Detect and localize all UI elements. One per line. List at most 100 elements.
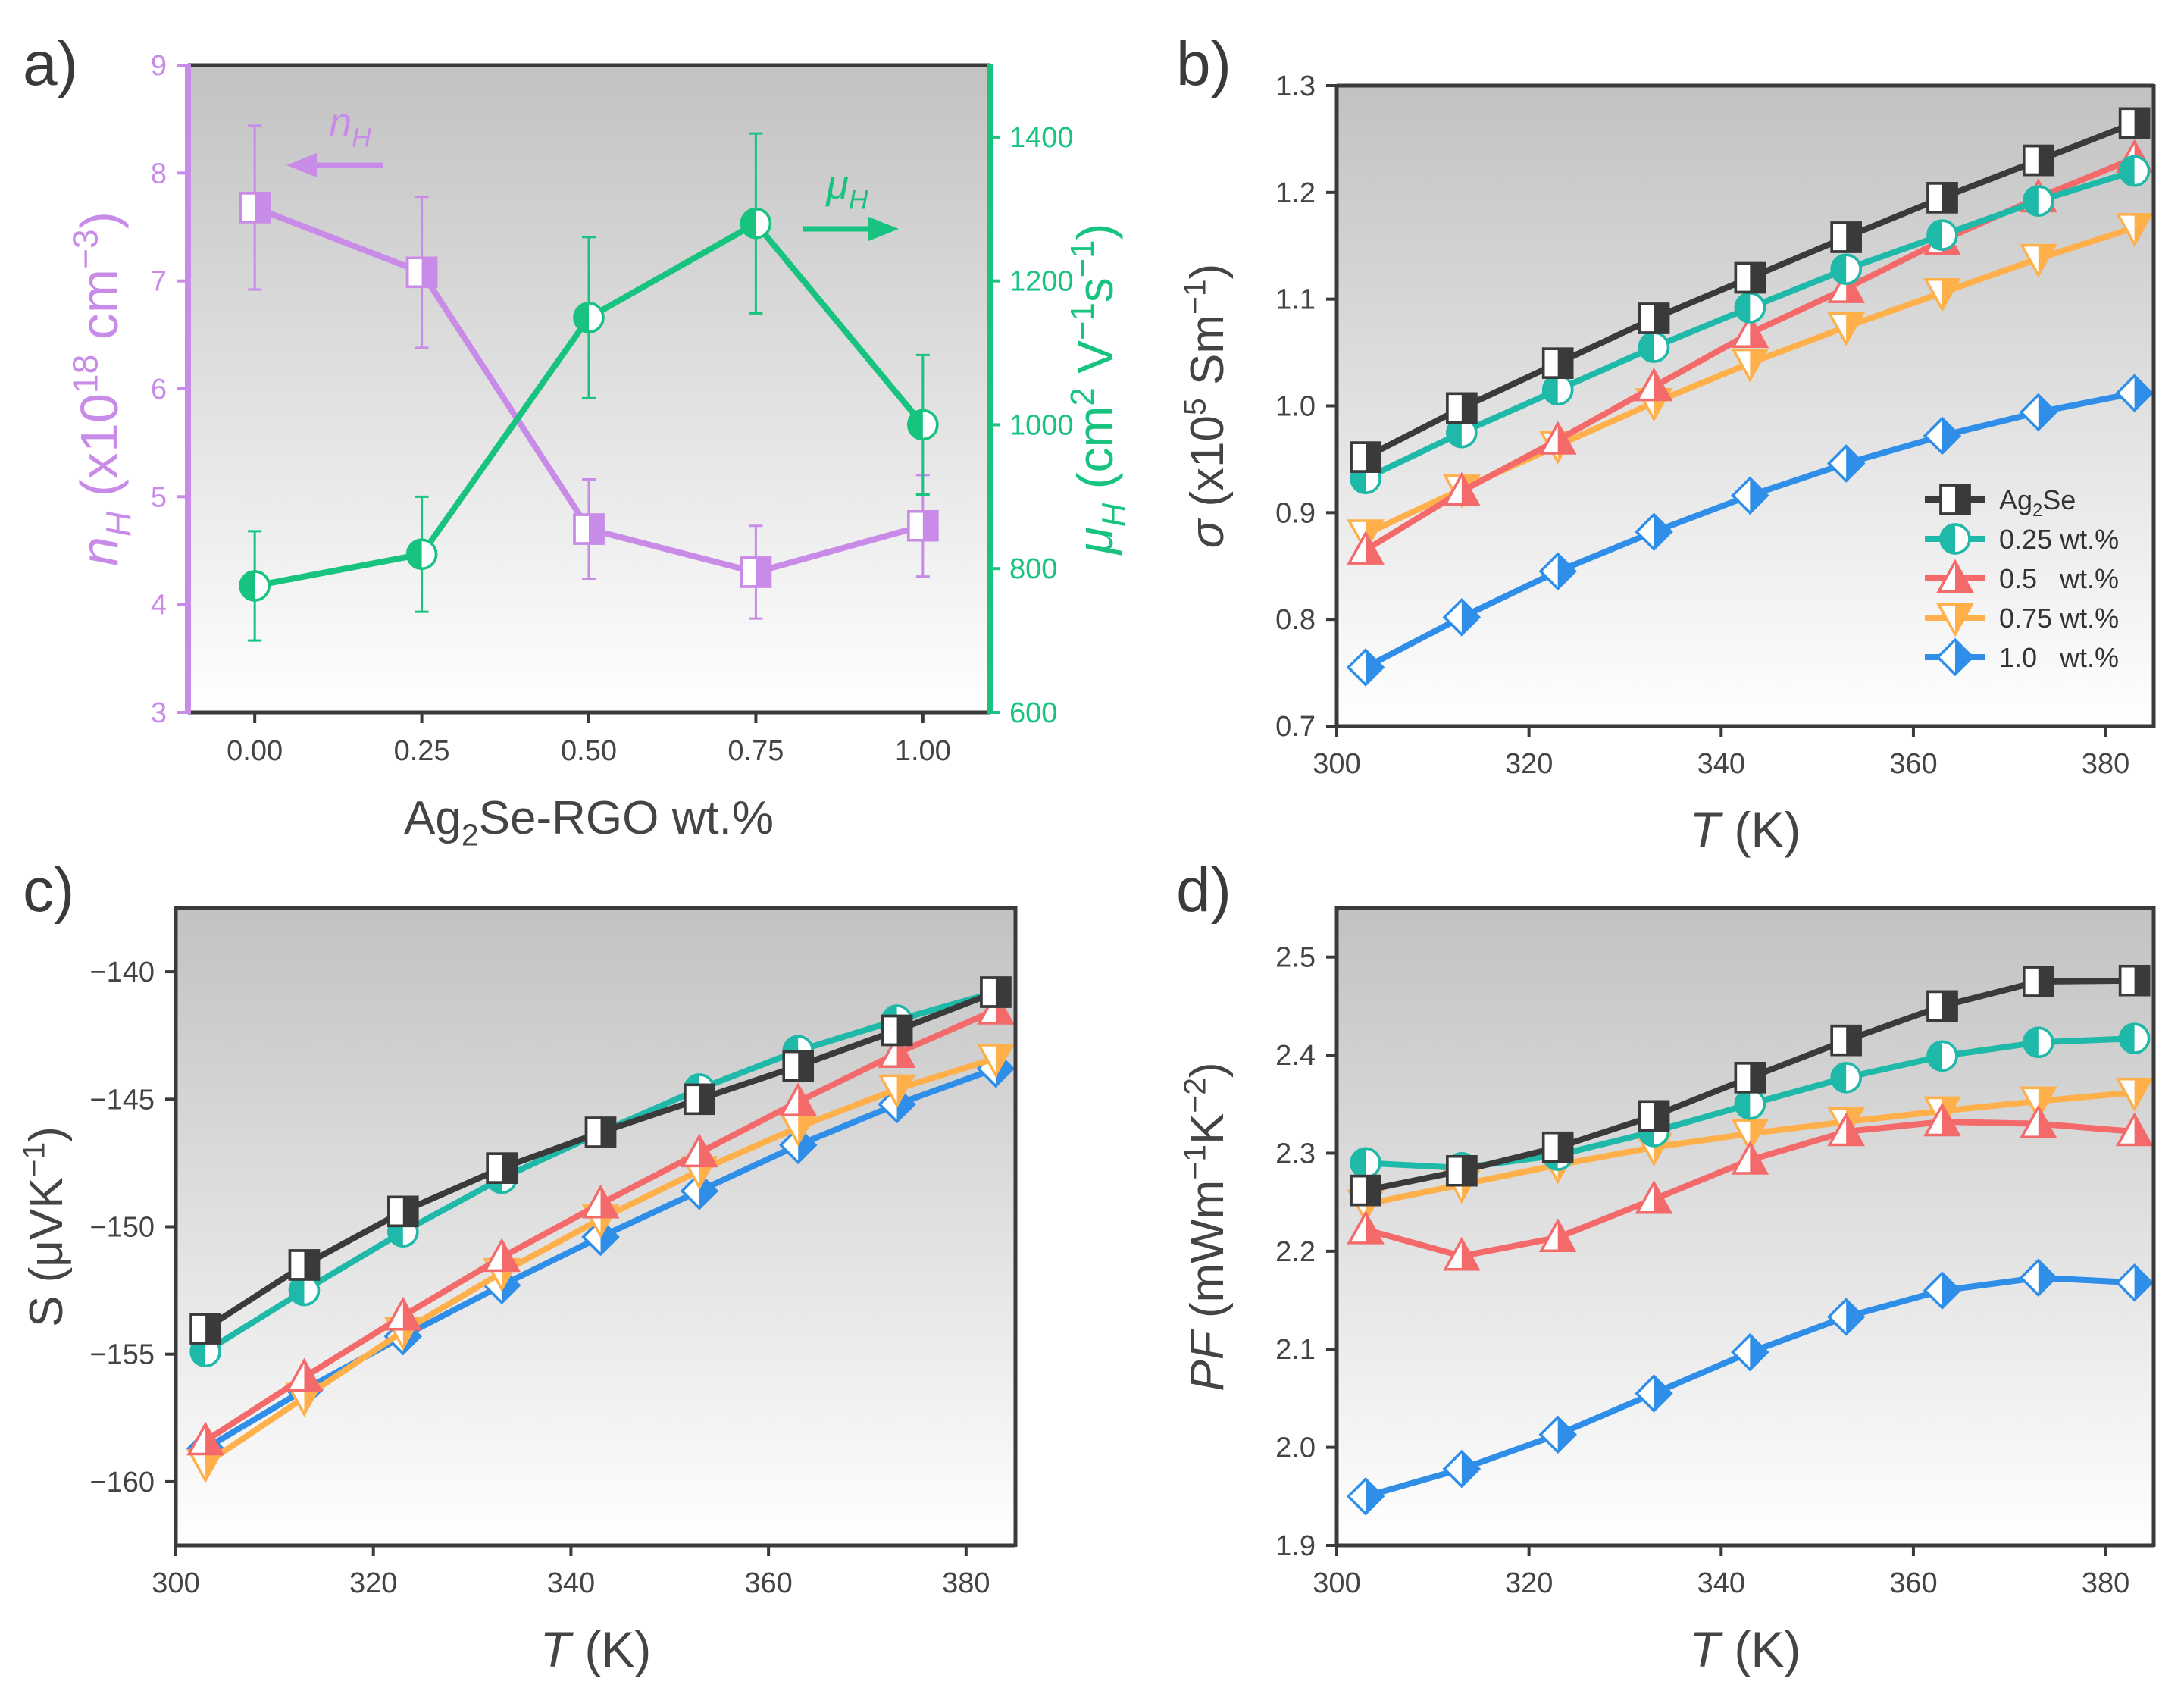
marker-border	[1443, 1236, 1481, 1271]
marker-border	[1635, 367, 1673, 402]
y-left-tick-label: 4	[151, 590, 167, 622]
marker-fill	[1557, 349, 1572, 378]
marker-border	[288, 1249, 321, 1281]
marker-border	[2019, 1104, 2057, 1138]
marker-fill	[1846, 1299, 1863, 1335]
marker-border	[980, 976, 1012, 1008]
y-right-tick-label: 600	[1009, 697, 1057, 729]
marker-border	[1926, 1040, 1958, 1072]
data-point	[977, 1044, 1015, 1078]
data-point	[881, 1014, 913, 1047]
marker-fill	[1942, 1273, 1960, 1308]
y-left-tick-label: 3	[151, 697, 167, 729]
y-right-tick-label: 1400	[1009, 122, 1074, 154]
marker-border	[1541, 347, 1574, 379]
y-right-axis-label-part: −1	[1065, 240, 1101, 278]
marker-border	[1446, 392, 1478, 424]
y-axis-label-part: )	[1181, 264, 1234, 280]
y-tick-label: 0.8	[1275, 604, 1316, 636]
marker-fill	[2120, 1024, 2135, 1054]
y-tick-label: 0.9	[1275, 497, 1316, 529]
y-tick-label: 1.0	[1275, 391, 1316, 423]
y-tick-label: 1.2	[1275, 177, 1316, 209]
marker-border	[740, 556, 772, 588]
marker-border	[405, 256, 438, 289]
annotation-nH-part: n	[329, 100, 352, 146]
y-axis-label-part: σ	[1181, 518, 1234, 548]
marker-border	[239, 570, 271, 602]
marker-border	[779, 1082, 818, 1116]
data-point	[1442, 1449, 1482, 1489]
y-axis-label-part: −2	[1177, 1078, 1212, 1113]
data-point	[680, 1172, 719, 1210]
y-tick-label: 2.5	[1275, 942, 1316, 974]
marker-fill	[502, 1154, 517, 1183]
marker-fill	[240, 571, 255, 600]
data-point	[1826, 1298, 1866, 1336]
marker-fill	[2134, 375, 2152, 411]
marker-fill	[574, 303, 590, 333]
data-point	[1538, 421, 1577, 455]
data-point	[2115, 1078, 2154, 1112]
marker-border	[1538, 421, 1577, 455]
data-point	[1734, 1088, 1766, 1120]
y-tick-label: −150	[89, 1212, 155, 1244]
marker-fill	[2038, 395, 2056, 430]
marker-border	[1935, 637, 1975, 677]
x-axis-label: T (K)	[1690, 802, 1801, 858]
marker-border	[1731, 314, 1769, 348]
marker-fill	[1928, 1041, 1942, 1071]
x-tick-label: 320	[1505, 1567, 1553, 1599]
marker-fill	[1366, 443, 1381, 472]
data-point	[2115, 1263, 2154, 1302]
marker-fill	[1846, 1025, 1861, 1055]
y-axis-label-part: −1	[1177, 279, 1212, 315]
marker-border	[581, 1217, 620, 1257]
data-point	[1638, 302, 1670, 334]
series-muH	[239, 132, 939, 642]
marker-border	[2019, 1258, 2058, 1298]
series-3	[1347, 1078, 2154, 1224]
x-tick-label: 0.50	[561, 735, 617, 767]
x-axis-label-part: (K)	[1720, 802, 1801, 858]
marker-border	[1826, 444, 1866, 483]
data-point	[2118, 964, 2151, 997]
marker-border	[1346, 648, 1385, 687]
marker-border	[483, 1238, 521, 1273]
marker-border	[1734, 1062, 1766, 1094]
marker-border	[878, 1074, 916, 1109]
y-left-tick-label: 8	[151, 158, 167, 189]
data-point	[1830, 1062, 1862, 1094]
data-point	[1350, 1147, 1381, 1179]
marker-fill	[1750, 1063, 1765, 1092]
data-point	[1635, 367, 1673, 402]
marker-border	[189, 1313, 221, 1345]
marker-border	[1923, 1096, 1961, 1131]
panel-label-c: c)	[23, 856, 74, 925]
data-point	[186, 1421, 224, 1456]
marker-border	[1347, 531, 1385, 565]
marker-fill	[1832, 1063, 1847, 1092]
marker-fill	[798, 1051, 813, 1081]
marker-border	[1936, 603, 1974, 637]
arrow-left-head	[286, 153, 317, 177]
marker-fill	[407, 540, 422, 569]
legend-label-part: 2	[2032, 500, 2042, 521]
marker-fill	[699, 1085, 714, 1114]
panel-label-a: a)	[23, 30, 78, 99]
legend-marker	[1936, 603, 1974, 637]
panel-d: 300 320 340 360 380 1.9 2.0 2.1 2.2 2.3 2.4 2.5 T (K…	[1177, 906, 2156, 1677]
data-point	[980, 976, 1012, 1008]
marker-fill	[1832, 255, 1847, 284]
data-point	[189, 1313, 221, 1345]
marker-border	[1923, 1102, 1961, 1137]
marker-fill	[2038, 146, 2053, 175]
marker-fill	[2134, 108, 2149, 138]
marker-border	[1350, 1174, 1381, 1207]
arrow-right-head	[868, 217, 899, 241]
marker-fill	[1366, 1176, 1381, 1205]
data-point	[1635, 1374, 1673, 1413]
data-point	[740, 556, 772, 588]
y-right-axis-label-part: 2	[1065, 387, 1101, 405]
